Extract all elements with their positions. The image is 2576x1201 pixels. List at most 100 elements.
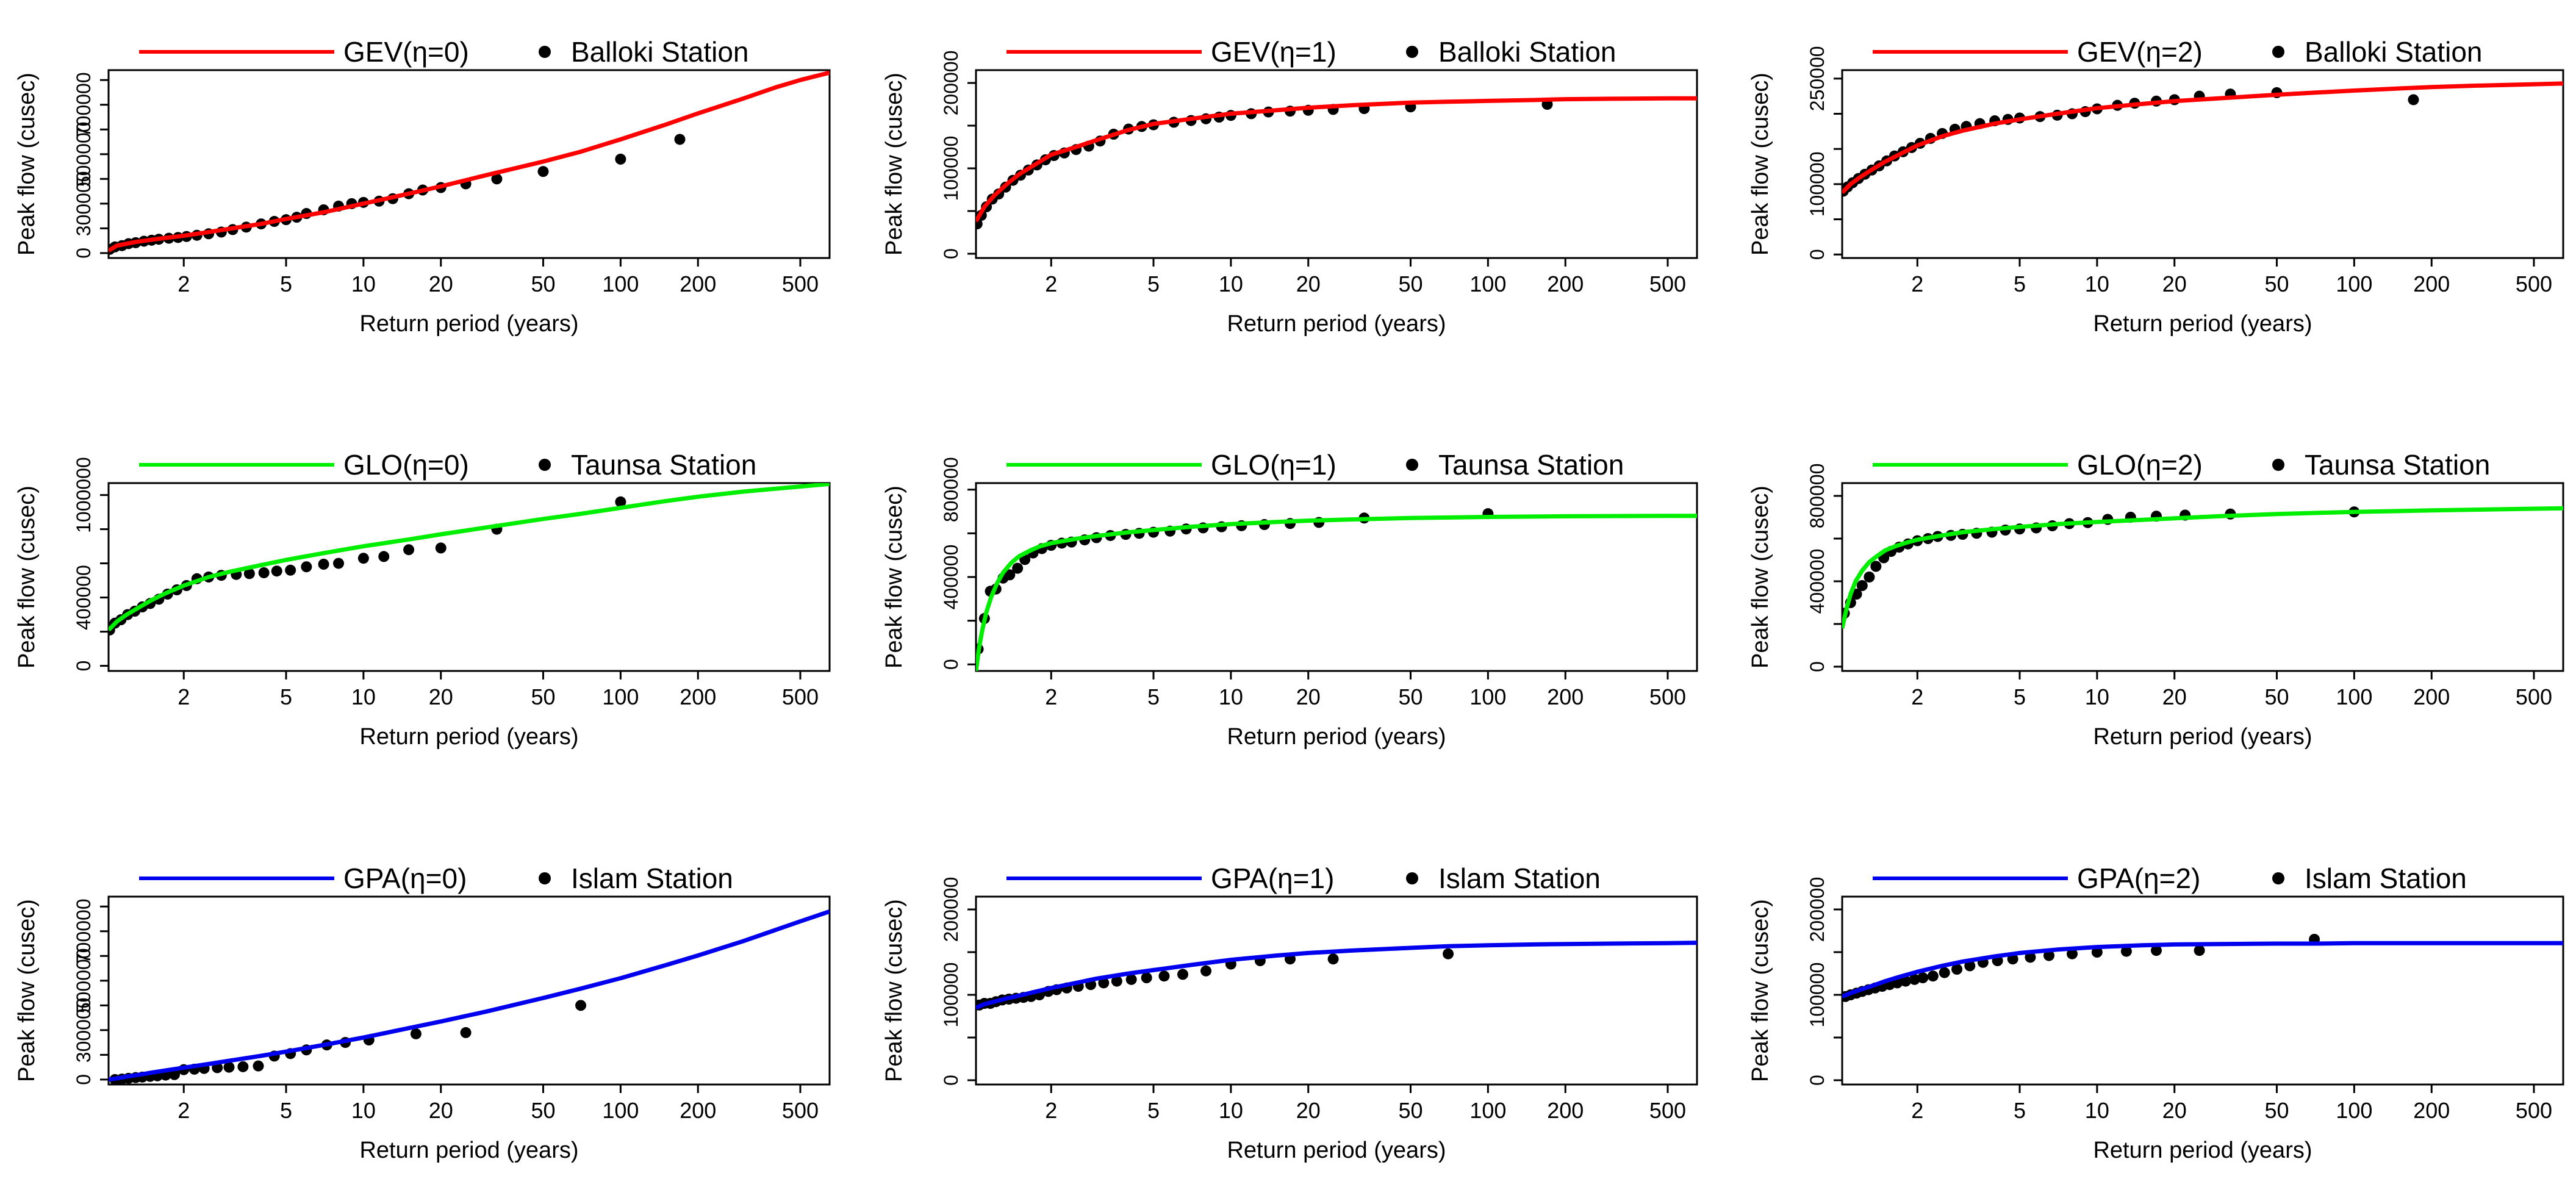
plot-frame [107, 69, 831, 259]
y-tick-label: 1000000 [73, 457, 95, 533]
plot-frame [1841, 895, 2564, 1086]
legend-station-label: Taunsa Station [1438, 449, 1624, 481]
x-axis-title: Return period (years) [359, 724, 578, 750]
plot-area [1842, 934, 2563, 1002]
x-tick-label: 5 [280, 1098, 292, 1123]
plot-area [1842, 506, 2563, 629]
observed-point [615, 153, 626, 165]
y-axis-title: Peak flow (cusec) [881, 899, 907, 1082]
observed-point [2067, 948, 2078, 959]
y-tick-label: 0 [1806, 661, 1828, 672]
x-tick-label: 200 [1547, 684, 1584, 709]
x-tick-label: 10 [1219, 271, 1243, 296]
observed-point [1864, 572, 1875, 583]
x-tick-label: 500 [1649, 271, 1686, 296]
legend-station-label: Balloki Station [2305, 36, 2483, 68]
observed-point [243, 568, 255, 579]
observed-point [575, 1000, 587, 1011]
y-tick-label: 300000 [73, 171, 95, 236]
observed-point [1964, 960, 1976, 972]
observed-point [1177, 969, 1189, 980]
x-tick-label: 5 [280, 684, 292, 709]
y-tick-label: 100000 [1806, 963, 1828, 1028]
x-tick-label: 2 [1045, 271, 1057, 296]
observed-point [2194, 945, 2205, 956]
plot-area [1842, 81, 2563, 197]
plot-frame [107, 895, 831, 1086]
x-tick-label: 200 [1547, 271, 1584, 296]
fitted-distribution-line [976, 941, 1697, 1010]
observed-point [1900, 975, 1911, 987]
plot-frame [107, 482, 831, 672]
fitted-distribution-line [109, 909, 830, 1082]
plot-area [109, 909, 830, 1084]
x-tick-label: 100 [2336, 684, 2372, 709]
observed-point [1200, 965, 1212, 977]
x-tick-label: 500 [1649, 1098, 1686, 1123]
x-axis-title: Return period (years) [359, 1138, 578, 1163]
x-tick-label: 500 [782, 271, 819, 296]
y-tick-label: 100000 [940, 136, 962, 201]
fitted-distribution-line [976, 96, 1697, 223]
x-tick-label: 5 [1147, 271, 1160, 296]
legend-station-label: Islam Station [1438, 862, 1601, 894]
y-axis-title: Peak flow (cusec) [1748, 486, 1773, 669]
observed-point [2408, 94, 2419, 106]
legend-fit-label: GLO(η=0) [343, 449, 469, 481]
panel-6: 2 5 10 20 50 100 200 500 0 400000 800000 Return per… [1748, 449, 2564, 750]
x-tick-label: 500 [1649, 684, 1686, 709]
legend-point-swatch [1406, 872, 1418, 884]
legend-fit-label: GLO(η=1) [1211, 449, 1336, 481]
legend-fit-label: GLO(η=2) [2077, 449, 2203, 481]
plot-area [976, 941, 1697, 1011]
x-tick-label: 2 [1045, 684, 1057, 709]
y-axis-title: Peak flow (cusec) [881, 73, 907, 256]
x-tick-label: 5 [1147, 684, 1160, 709]
observed-point [674, 134, 686, 145]
observed-point [2120, 945, 2132, 957]
plot-frame [975, 895, 1698, 1086]
observed-point [1004, 569, 1016, 581]
legend-fit-label: GPA(η=0) [343, 862, 467, 894]
x-tick-label: 200 [680, 271, 716, 296]
y-tick-label: 0 [73, 1074, 95, 1085]
x-tick-label: 50 [1398, 1098, 1423, 1123]
observed-point [318, 559, 329, 570]
y-axis-title: Peak flow (cusec) [1748, 73, 1773, 256]
x-tick-label: 100 [602, 271, 639, 296]
observed-point [460, 1027, 472, 1038]
y-tick-label: 700000 [73, 898, 95, 964]
fitted-distribution-line [109, 483, 830, 632]
y-tick-label: 400000 [73, 565, 95, 630]
observed-point [258, 567, 270, 578]
x-tick-label: 10 [351, 684, 376, 709]
x-tick-label: 20 [429, 271, 453, 296]
x-tick-label: 10 [2085, 684, 2109, 709]
observed-point [615, 496, 626, 507]
x-tick-label: 2 [1911, 271, 1923, 296]
observed-point [333, 557, 345, 569]
observed-point [1909, 973, 1920, 985]
x-tick-label: 100 [1469, 1098, 1506, 1123]
x-tick-label: 10 [2085, 1098, 2109, 1123]
x-tick-label: 10 [351, 1098, 376, 1123]
x-tick-label: 5 [1147, 1098, 1160, 1123]
observed-point [1111, 975, 1122, 987]
x-tick-label: 10 [351, 271, 376, 296]
panel-9: 2 5 10 20 50 100 200 500 0 100000 200000 Return per… [1748, 862, 2564, 1163]
x-tick-label: 50 [1398, 271, 1423, 296]
x-tick-label: 5 [2014, 1098, 2026, 1123]
observed-point [1141, 972, 1152, 983]
x-tick-label: 50 [2264, 684, 2289, 709]
legend-fit-label: GEV(η=0) [343, 36, 469, 68]
y-axis-title: Peak flow (cusec) [881, 486, 907, 669]
observed-point [2043, 950, 2055, 961]
observed-point [168, 1069, 180, 1080]
legend-point-swatch [2272, 872, 2284, 884]
y-tick-label: 400000 [940, 545, 962, 610]
plot-area [976, 96, 1697, 229]
observed-point [237, 1061, 249, 1072]
legend-point-swatch [2272, 46, 2284, 58]
x-tick-label: 20 [429, 684, 453, 709]
